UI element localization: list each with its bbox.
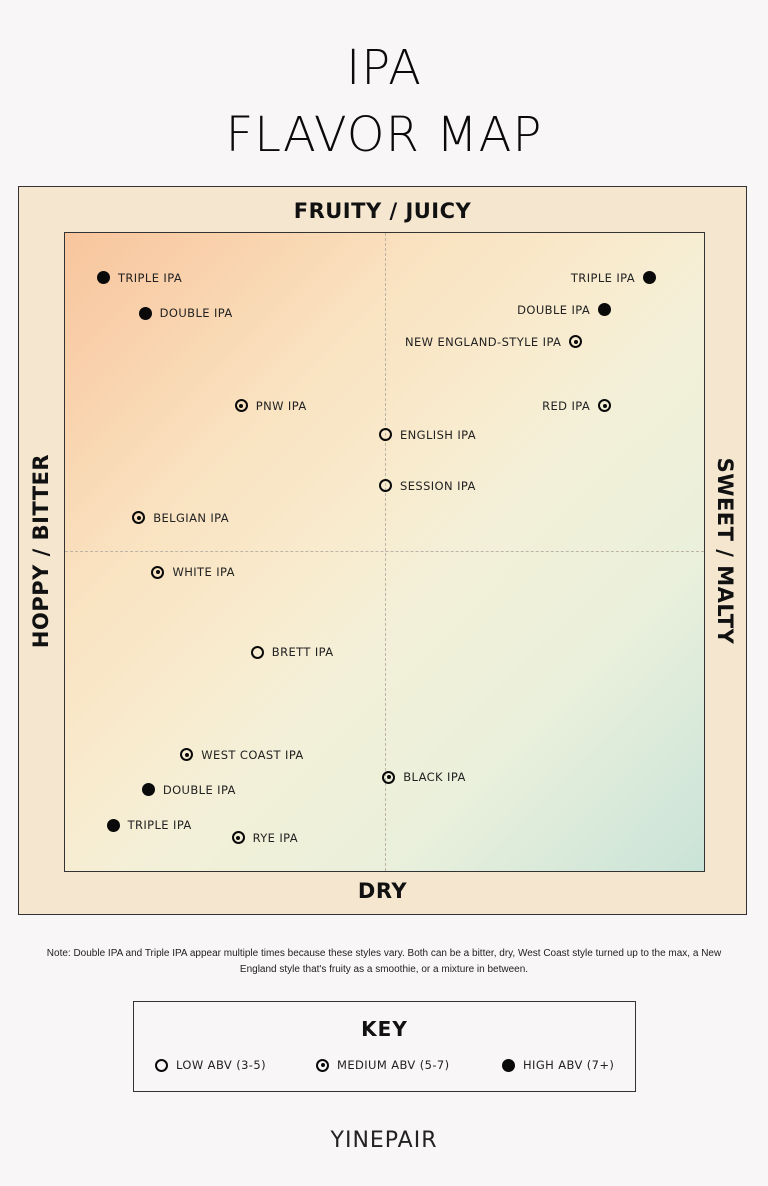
medium-abv-marker-icon: [151, 565, 165, 579]
medium-abv-marker-icon: [180, 748, 194, 762]
data-point: BLACK IPA: [382, 770, 466, 784]
point-label: TRIPLE IPA: [127, 818, 192, 832]
point-label: BELGIAN IPA: [153, 510, 230, 525]
key-title: KEY: [361, 1017, 408, 1041]
legend-key: KEY LOW ABV (3-5) MEDIUM ABV (5-7) HIGH …: [133, 1001, 636, 1092]
medium-abv-marker-icon: [231, 831, 245, 845]
key-label: HIGH ABV (7+): [523, 1058, 615, 1072]
footnote: Note: Double IPA and Triple IPA appear m…: [46, 948, 722, 975]
point-label: PNW IPA: [255, 398, 307, 413]
point-label: BRETT IPA: [271, 645, 334, 660]
medium-abv-dotted-circle-icon: [316, 1058, 329, 1072]
point-label: TRIPLE IPA: [117, 270, 183, 285]
key-item-high-abv: HIGH ABV (7+): [502, 1058, 614, 1072]
key-label: MEDIUM ABV (5-7): [337, 1058, 450, 1072]
data-point: WEST COAST IPA: [180, 748, 303, 762]
data-point: NEW ENGLAND-STYLE IPA: [404, 334, 583, 349]
axis-label-hoppy-bitter: HOPPY / BITTER: [29, 453, 53, 649]
high-abv-marker-icon: [138, 306, 152, 320]
point-label: DOUBLE IPA: [162, 782, 236, 797]
data-point: TRIPLE IPA: [96, 270, 183, 285]
medium-abv-marker-icon: [382, 770, 396, 784]
data-point: BRETT IPA: [250, 645, 334, 660]
point-label: WHITE IPA: [172, 565, 235, 580]
data-point: RYE IPA: [231, 830, 299, 845]
point-label: BLACK IPA: [403, 770, 466, 784]
medium-abv-marker-icon: [234, 399, 248, 413]
point-label: SESSION IPA: [400, 478, 476, 493]
point-label: DOUBLE IPA: [159, 306, 233, 320]
high-abv-marker-icon: [96, 271, 110, 285]
axis-label-fruity-juicy: FRUITY / JUICY: [293, 199, 472, 223]
high-abv-filled-circle-icon: [502, 1058, 515, 1072]
plot-area: TRIPLE IPA DOUBLE IPA PNW IPA TRIPLE IPA DOU…: [64, 232, 705, 872]
low-abv-marker-icon: [379, 428, 392, 442]
data-point: TRIPLE IPA: [570, 270, 657, 285]
high-abv-marker-icon: [141, 783, 155, 797]
point-label: WEST COAST IPA: [201, 747, 304, 762]
data-point: PNW IPA: [234, 398, 307, 413]
point-label: RED IPA: [542, 398, 591, 413]
low-abv-marker-icon: [379, 479, 392, 493]
low-abv-open-circle-icon: [155, 1058, 168, 1072]
data-point: BELGIAN IPA: [132, 511, 229, 525]
medium-abv-marker-icon: [132, 511, 146, 525]
point-label: TRIPLE IPA: [570, 270, 636, 285]
axis-label-sweet-malty: SWEET / MALTY: [713, 457, 737, 645]
data-point: DOUBLE IPA: [138, 306, 233, 320]
axis-label-dry: DRY: [357, 879, 408, 903]
medium-abv-marker-icon: [569, 335, 583, 349]
data-point: RED IPA: [542, 398, 612, 413]
data-point: DOUBLE IPA: [517, 302, 612, 317]
horizontal-center-divider: [65, 551, 704, 552]
high-abv-marker-icon: [106, 818, 120, 832]
low-abv-marker-icon: [250, 645, 264, 659]
key-label: LOW ABV (3-5): [176, 1058, 266, 1072]
point-label: DOUBLE IPA: [517, 302, 591, 317]
data-point: ENGLISH IPA: [379, 428, 476, 442]
title-line-2: FLAVOR MAP: [225, 107, 543, 163]
vertical-center-divider: [385, 233, 386, 871]
data-point: SESSION IPA: [379, 479, 476, 493]
point-label: ENGLISH IPA: [400, 427, 477, 442]
flavor-map-frame: FRUITY / JUICY DRY HOPPY / BITTER SWEET …: [18, 186, 747, 915]
point-label: NEW ENGLAND-STYLE IPA: [404, 334, 562, 349]
data-point: TRIPLE IPA: [106, 818, 192, 832]
vinepair-logo: YINEPAIR: [330, 1128, 438, 1153]
point-label: RYE IPA: [252, 830, 299, 845]
data-point: DOUBLE IPA: [141, 782, 236, 797]
high-abv-marker-icon: [643, 271, 657, 285]
title-line-1: IPA: [346, 40, 422, 96]
key-item-low-abv: LOW ABV (3-5): [155, 1058, 266, 1072]
key-item-medium-abv: MEDIUM ABV (5-7): [316, 1058, 450, 1072]
high-abv-marker-icon: [598, 303, 612, 317]
medium-abv-marker-icon: [598, 399, 612, 413]
data-point: WHITE IPA: [151, 565, 234, 579]
